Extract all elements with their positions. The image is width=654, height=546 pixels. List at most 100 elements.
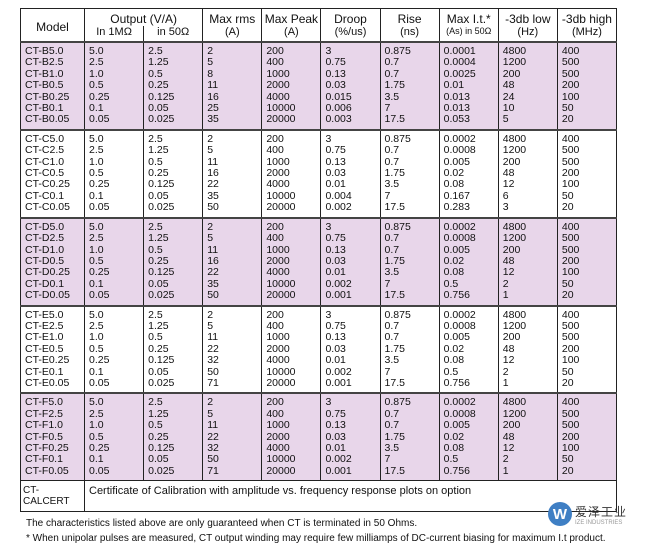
value-cell: 0.1: [83, 278, 145, 291]
calcert-model: CT-CALCERT: [20, 480, 85, 513]
value-cell: 200: [261, 393, 322, 409]
value-cell: 200: [556, 255, 618, 268]
value-cell: 0.0002: [438, 305, 499, 321]
value-cell: 0.5: [143, 244, 204, 256]
table-row: CT-D5.0 5.0 2.5 2 200 3 0.875 0.0002 4800 400: [20, 217, 618, 234]
value-cell: 0.25: [143, 255, 204, 268]
value-cell: 20000: [261, 201, 322, 218]
table-row: CT-E0.05 0.05 0.025 71 20000 0.001 17.5 0.756 1 2…: [20, 377, 618, 394]
model-cell: CT-D2.5: [20, 232, 85, 245]
model-cell: CT-E0.25: [20, 354, 85, 367]
value-cell: 5.0: [83, 393, 145, 409]
model-cell: CT-F0.05: [20, 465, 85, 481]
value-cell: 0.13: [320, 419, 381, 432]
table-row: CT-D0.05 0.05 0.025 50 20000 0.001 17.5 0.756 1 2…: [20, 289, 618, 306]
value-cell: 2.5: [143, 42, 204, 58]
table-row: CT-E2.5 2.5 1.25 5 400 0.75 0.7 0.0008 1200 500: [20, 320, 618, 333]
value-cell: 0.05: [83, 114, 145, 130]
table-row: CT-C0.5 0.5 0.25 16 2000 0.03 1.75 0.02 48 200: [20, 167, 618, 180]
value-cell: 0.01: [320, 266, 381, 279]
value-cell: 0.05: [143, 453, 204, 466]
value-cell: 0.5: [83, 79, 145, 92]
value-cell: 3: [320, 42, 381, 58]
value-cell: 12: [497, 266, 558, 279]
value-cell: 20: [556, 465, 618, 481]
table-row: CT-B2.5 2.5 1.25 5 400 0.75 0.7 0.0004 1200 500: [20, 56, 618, 69]
value-cell: 0.01: [438, 79, 499, 92]
table-row: CT-E1.0 1.0 0.5 11 1000 0.13 0.7 0.005 200 500: [20, 331, 618, 344]
value-cell: 3.5: [379, 354, 440, 367]
value-cell: 17.5: [379, 114, 440, 130]
header-3db-low-unit: (Hz): [497, 26, 558, 42]
value-cell: 400: [261, 144, 322, 157]
value-cell: 0.053: [438, 114, 499, 130]
value-cell: 0.75: [320, 144, 381, 157]
value-cell: 0.5: [143, 331, 204, 344]
table-row: CT-C0.05 0.05 0.025 50 20000 0.002 17.5 0.283 3 2…: [20, 201, 618, 218]
value-cell: 1.0: [83, 156, 145, 169]
value-cell: 50: [556, 102, 618, 115]
value-cell: 0.756: [438, 289, 499, 306]
value-cell: 0.0008: [438, 232, 499, 245]
header-rise-unit: (ns): [379, 26, 440, 42]
value-cell: 2.5: [83, 320, 145, 333]
value-cell: 0.03: [320, 79, 381, 92]
value-cell: 1.25: [143, 144, 204, 157]
value-cell: 5: [497, 114, 558, 130]
model-cell: CT-B5.0: [20, 42, 85, 58]
value-cell: 0.125: [143, 179, 204, 191]
logo-mark-icon: W: [548, 502, 572, 526]
value-cell: 0.283: [438, 201, 499, 218]
value-cell: 50: [202, 201, 263, 218]
model-cell: CT-C2.5: [20, 144, 85, 157]
value-cell: 5.0: [83, 217, 145, 234]
value-cell: 0.0002: [438, 129, 499, 146]
model-cell: CT-C0.05: [20, 201, 85, 218]
header-max-it-unit: (As) in 50Ω: [438, 26, 499, 42]
value-cell: 500: [556, 156, 618, 169]
model-group: CT-B5.0 5.0 2.5 2 200 3 0.875 0.0001 4800 400 CT-B…: [20, 42, 618, 130]
header-3db-high-unit: (MHz): [556, 26, 618, 42]
header-max-rms-unit: (A): [202, 26, 263, 42]
footnote: * When unipolar pulses are measured, CT …: [26, 533, 606, 544]
value-cell: 0.005: [438, 419, 499, 432]
value-cell: 20: [556, 289, 618, 306]
value-cell: 3: [320, 217, 381, 234]
table-row: CT-E0.1 0.1 0.05 50 10000 0.002 7 0.5 2 50: [20, 366, 618, 378]
table-row: CT-C1.0 1.0 0.5 11 1000 0.13 0.7 0.005 200 500: [20, 156, 618, 169]
value-cell: 20000: [261, 465, 322, 481]
value-cell: 0.25: [143, 79, 204, 92]
table-row: CT-E0.25 0.25 0.125 32 4000 0.01 3.5 0.08 12 100: [20, 354, 618, 367]
table-row: CT-E0.5 0.5 0.25 22 2000 0.03 1.75 0.02 48 200: [20, 343, 618, 356]
value-cell: 11: [202, 79, 263, 92]
value-cell: 0.05: [83, 377, 145, 394]
value-cell: 3: [497, 201, 558, 218]
value-cell: 200: [261, 305, 322, 321]
model-cell: CT-B0.5: [20, 79, 85, 92]
value-cell: 0.7: [379, 144, 440, 157]
value-cell: 2: [202, 129, 263, 146]
value-cell: 0.75: [320, 232, 381, 245]
value-cell: 50: [556, 366, 618, 378]
value-cell: 200: [556, 431, 618, 443]
logo-text-cn: 爱泽工业: [575, 504, 628, 519]
specifications-table: Model Output (V/A) Max rms Max Peak Droo…: [20, 8, 618, 513]
value-cell: 200: [261, 217, 322, 234]
value-cell: 0.25: [143, 167, 204, 180]
table-row: CT-B0.1 0.1 0.05 25 10000 0.006 7 0.013 10 50: [20, 102, 618, 115]
value-cell: 20: [556, 377, 618, 394]
value-cell: 50: [202, 289, 263, 306]
value-cell: 5.0: [83, 305, 145, 321]
table-row: CT-B0.25 0.25 0.125 16 4000 0.015 3.5 0.013 24 10…: [20, 91, 618, 104]
value-cell: 0.125: [143, 91, 204, 104]
value-cell: 500: [556, 419, 618, 432]
value-cell: 0.7: [379, 419, 440, 432]
model-cell: CT-E5.0: [20, 305, 85, 321]
value-cell: 200: [261, 129, 322, 146]
value-cell: 500: [556, 408, 618, 421]
value-cell: 50: [556, 190, 618, 203]
value-cell: 400: [556, 393, 618, 409]
value-cell: 0.756: [438, 465, 499, 481]
value-cell: 0.5: [83, 343, 145, 356]
table-row: CT-C2.5 2.5 1.25 5 400 0.75 0.7 0.0008 1200 500: [20, 144, 618, 157]
